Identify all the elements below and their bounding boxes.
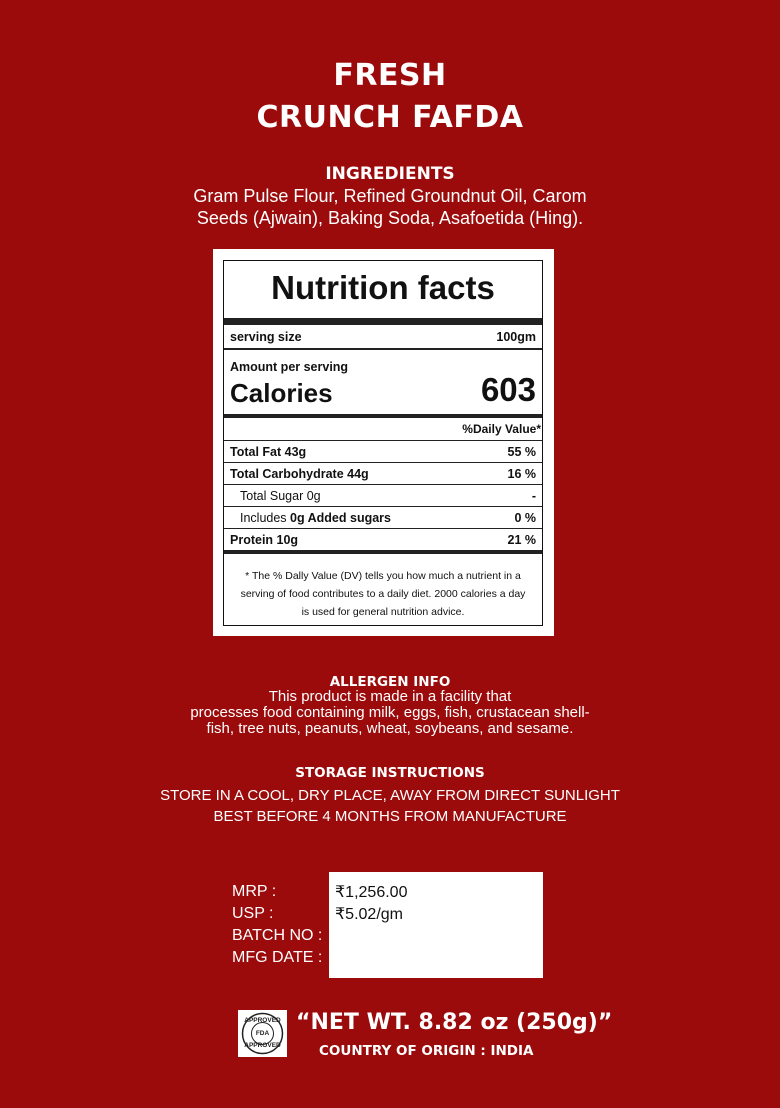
calories-value: 603 bbox=[480, 371, 536, 408]
allergen-line: fish, tree nuts, peanuts, wheat, soybean… bbox=[206, 720, 574, 737]
fda-approved-logo: APPROVED FDA APPROVED bbox=[238, 1010, 287, 1057]
footnote-line: serving of food contributes to a daily d… bbox=[240, 588, 526, 600]
mrp-label: MRP : bbox=[232, 883, 277, 900]
product-title-line1: FRESH bbox=[333, 58, 447, 93]
daily-value-footnote: * The % Dally Value (DV) tells you how m… bbox=[224, 567, 542, 621]
nutrient-label: Total Sugar 0g bbox=[240, 488, 321, 503]
nutrient-label: Total Fat 43g bbox=[230, 444, 307, 459]
storage-text: STORE IN A COOL, DRY PLACE, AWAY FROM DI… bbox=[0, 785, 780, 827]
ingredients-line2: Seeds (Ajwain), Baking Soda, Asafoetida … bbox=[196, 208, 584, 228]
serving-size-label: serving size bbox=[230, 329, 302, 344]
batch-no-label: BATCH NO : bbox=[232, 927, 323, 944]
nutrient-value: - bbox=[531, 488, 536, 503]
nutrient-label: Total Carbohydrate 44g bbox=[230, 466, 369, 481]
nutrient-value: 55 % bbox=[507, 444, 537, 459]
allergen-line: This product is made in a facility that bbox=[268, 688, 512, 705]
usp-value: ₹5.02/gm bbox=[335, 906, 403, 923]
allergen-line: processes food containing milk, eggs, fi… bbox=[190, 704, 590, 721]
usp-label: USP : bbox=[232, 905, 274, 922]
daily-value-header: %Daily Value* bbox=[462, 422, 541, 436]
pricing-values-box: ₹1,256.00 ₹5.02/gm bbox=[329, 872, 543, 978]
footnote-line: is used for general nutrition advice. bbox=[301, 606, 465, 618]
nutrition-title: Nutrition facts bbox=[271, 269, 495, 306]
product-title-line2: CRUNCH FAFDA bbox=[256, 100, 524, 135]
nutrient-value: 16 % bbox=[507, 466, 537, 481]
nutrient-value: 21 % bbox=[507, 532, 537, 547]
net-weight: “NET WT. 8.82 oz (250g)” bbox=[296, 1010, 613, 1035]
nutrient-label-bold: 0g Added sugars bbox=[290, 510, 391, 525]
ingredients-heading: INGREDIENTS bbox=[325, 164, 455, 184]
fda-logo-text: APPROVED FDA APPROVED bbox=[244, 1017, 281, 1049]
footnote-line: * The % Dally Value (DV) tells you how m… bbox=[245, 570, 521, 582]
mrp-value: ₹1,256.00 bbox=[335, 884, 408, 901]
nutrient-label: Protein 10g bbox=[230, 532, 299, 547]
allergen-text: This product is made in a facility that … bbox=[0, 689, 780, 737]
ingredients-line1: Gram Pulse Flour, Refined Groundnut Oil,… bbox=[193, 186, 587, 206]
calories-label: Calories bbox=[230, 378, 333, 408]
pricing-labels: MRP : USP : BATCH NO : MFG DATE : bbox=[232, 881, 322, 969]
storage-heading: STORAGE INSTRUCTIONS bbox=[295, 765, 485, 781]
allergen-heading: ALLERGEN INFO bbox=[329, 674, 451, 690]
nutrient-value: 0 % bbox=[514, 510, 536, 525]
storage-line: BEST BEFORE 4 MONTHS FROM MANUFACTURE bbox=[213, 808, 567, 825]
nutrient-label: Includes bbox=[240, 510, 291, 525]
nutrition-facts-panel: Nutrition facts serving size 100gm Amoun… bbox=[213, 249, 554, 636]
storage-line: STORE IN A COOL, DRY PLACE, AWAY FROM DI… bbox=[160, 787, 620, 804]
fda-seal-icon bbox=[241, 1012, 284, 1055]
mfg-date-label: MFG DATE : bbox=[232, 949, 323, 966]
amount-per-serving: Amount per serving bbox=[230, 360, 349, 374]
serving-size-value: 100gm bbox=[496, 329, 536, 344]
country-of-origin: COUNTRY OF ORIGIN : INDIA bbox=[319, 1043, 534, 1059]
